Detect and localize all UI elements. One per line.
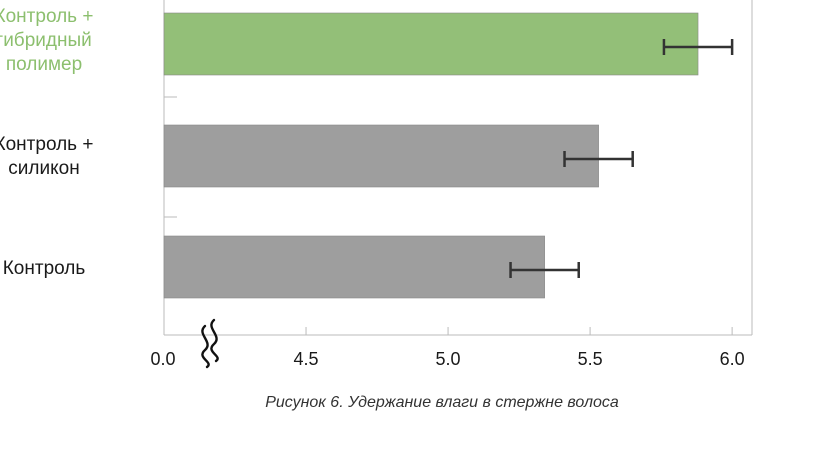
error-bar-1	[563, 151, 634, 167]
category-label-silicone: Контроль + силикон	[0, 134, 94, 179]
x-tick-label-2: 5.0	[436, 349, 461, 369]
bar-2	[163, 235, 545, 299]
axis-break-stroke-2	[210, 318, 219, 363]
x-tick-label-4: 6.0	[720, 349, 745, 369]
bar-0	[163, 12, 699, 76]
axis-break-stroke-1	[201, 324, 210, 369]
error-bar-0	[662, 39, 734, 55]
x-tick-label-0: 0.0	[150, 349, 175, 369]
bars	[163, 12, 699, 299]
category-label-hybrid-polymer: Контроль + гибридный полимер	[0, 6, 94, 75]
x-tick-label-1: 4.5	[294, 349, 319, 369]
x-tick-label-3: 5.5	[578, 349, 603, 369]
figure-caption: Рисунок 6. Удержание влаги в стержне вол…	[265, 394, 619, 411]
axis-break-icon	[201, 318, 219, 369]
category-label-control: Контроль	[2, 258, 86, 279]
error-bar-2	[509, 262, 580, 278]
error-bars	[509, 39, 734, 278]
bar-1	[163, 124, 599, 188]
x-axis-ticks: 0.0 4.5 5.0 5.5 6.0	[150, 327, 745, 369]
